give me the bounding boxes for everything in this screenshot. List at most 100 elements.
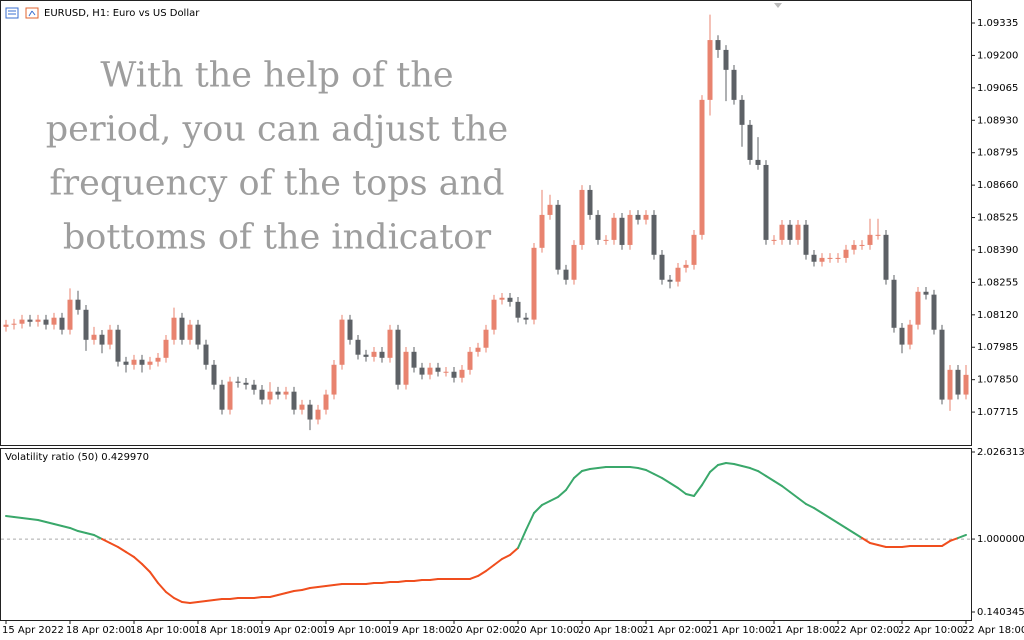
candle-body bbox=[619, 217, 625, 245]
y-tick-label: 1.08525 bbox=[977, 213, 1018, 224]
y-tick-label: 1.09200 bbox=[977, 50, 1018, 61]
annotation: With the help of the bbox=[100, 56, 453, 96]
candle-body bbox=[107, 329, 113, 345]
x-tick-label: 18 Apr 10:00 bbox=[130, 625, 195, 636]
indicator-segment bbox=[325, 584, 335, 588]
candle-body bbox=[131, 359, 137, 365]
indicator-segment bbox=[77, 530, 87, 534]
annotation: period, you can adjust the bbox=[46, 110, 509, 150]
candle-body bbox=[67, 299, 73, 330]
candle-body bbox=[179, 317, 185, 340]
candle-body bbox=[43, 319, 49, 325]
annotation: bottoms of the indicator bbox=[63, 218, 491, 258]
indicator-segment bbox=[781, 485, 791, 494]
candle-body bbox=[371, 351, 377, 357]
candle-body bbox=[243, 382, 249, 385]
indicator-segment bbox=[485, 563, 495, 573]
candle-body bbox=[11, 323, 17, 325]
candle-body bbox=[251, 384, 257, 390]
indicator-segment bbox=[333, 582, 343, 587]
candle-body bbox=[91, 334, 97, 340]
y-tick-label: 1.08795 bbox=[977, 148, 1018, 159]
indicator-segment bbox=[877, 543, 887, 549]
candle-body bbox=[587, 189, 593, 215]
indicator-segment bbox=[829, 516, 839, 525]
candle-body bbox=[931, 294, 937, 330]
x-tick-label: 21 Apr 18:00 bbox=[770, 625, 835, 636]
indicator-segment bbox=[853, 531, 863, 540]
indicator-segment bbox=[429, 577, 439, 581]
x-tick-label: 22 Apr 18:00 bbox=[962, 625, 1024, 636]
candle-body bbox=[563, 269, 569, 280]
candle-body bbox=[395, 329, 401, 385]
candle-body bbox=[939, 329, 945, 400]
indicator-segment bbox=[197, 600, 207, 604]
icon bbox=[31, 10, 36, 16]
candle-body bbox=[643, 214, 649, 220]
x-tick-label: 20 Apr 18:00 bbox=[578, 625, 643, 636]
candle-body bbox=[523, 317, 529, 320]
indicator-segment bbox=[365, 581, 375, 585]
candle-body bbox=[427, 367, 433, 375]
indicator-segment bbox=[653, 472, 663, 480]
candle-body bbox=[299, 404, 305, 410]
indicator-segment bbox=[45, 521, 55, 526]
price-panel bbox=[0, 0, 972, 446]
indicator-segment bbox=[469, 574, 479, 580]
indicator-segment bbox=[285, 589, 295, 595]
indicator-segment bbox=[805, 502, 815, 510]
x-tick-label: 20 Apr 10:00 bbox=[514, 625, 579, 636]
indicator-segment bbox=[717, 462, 727, 466]
indicator-segment bbox=[117, 546, 127, 553]
candle-body bbox=[283, 391, 289, 395]
indicator-segment bbox=[5, 515, 15, 519]
indicator-segment bbox=[701, 470, 711, 487]
indicator-title: Volatility ratio (50) 0.429970 bbox=[5, 452, 149, 463]
x-tick-label: 18 Apr 02:00 bbox=[66, 625, 131, 636]
candle-body bbox=[763, 164, 769, 240]
x-tick-label: 19 Apr 10:00 bbox=[322, 625, 387, 636]
candle-body bbox=[139, 359, 145, 365]
candle-body bbox=[747, 124, 753, 160]
candle-body bbox=[267, 391, 273, 400]
candle-body bbox=[603, 239, 609, 241]
candle-body bbox=[827, 257, 833, 259]
candle-body bbox=[363, 354, 369, 357]
candle-body bbox=[211, 364, 217, 385]
candle-body bbox=[915, 291, 921, 325]
indicator-segment bbox=[789, 491, 799, 499]
indicator-segment bbox=[949, 537, 959, 542]
candle-body bbox=[467, 351, 473, 370]
candle-body bbox=[579, 189, 585, 245]
y-tick-label: 1.09065 bbox=[977, 83, 1018, 94]
indicator-segment bbox=[277, 592, 287, 596]
indicator-segment bbox=[21, 516, 31, 520]
candle-body bbox=[955, 369, 961, 395]
indicator-segment bbox=[397, 579, 407, 583]
y-tick-label: 0.140345 bbox=[977, 607, 1024, 618]
y-tick-label: 1.08255 bbox=[977, 277, 1018, 288]
candle-body bbox=[59, 317, 65, 330]
candle-body bbox=[411, 351, 417, 368]
indicator-segment bbox=[725, 462, 735, 465]
indicator-segment bbox=[661, 477, 671, 485]
candle-body bbox=[539, 214, 545, 248]
candle-body bbox=[851, 244, 857, 250]
candle-body bbox=[19, 319, 25, 324]
candle-body bbox=[259, 389, 265, 400]
candle-body bbox=[219, 384, 225, 410]
candle-body bbox=[419, 367, 425, 375]
indicator-segment bbox=[101, 538, 111, 544]
candle-body bbox=[811, 254, 817, 262]
candle-body bbox=[867, 234, 873, 245]
candle-body bbox=[699, 99, 705, 235]
indicator-segment bbox=[205, 598, 215, 603]
candle-body bbox=[819, 257, 825, 262]
candle-body bbox=[491, 299, 497, 330]
candle-body bbox=[771, 239, 777, 241]
candle-body bbox=[275, 391, 281, 395]
indicator-segment bbox=[381, 580, 391, 584]
indicator-segment bbox=[165, 590, 175, 599]
candle-body bbox=[459, 369, 465, 378]
